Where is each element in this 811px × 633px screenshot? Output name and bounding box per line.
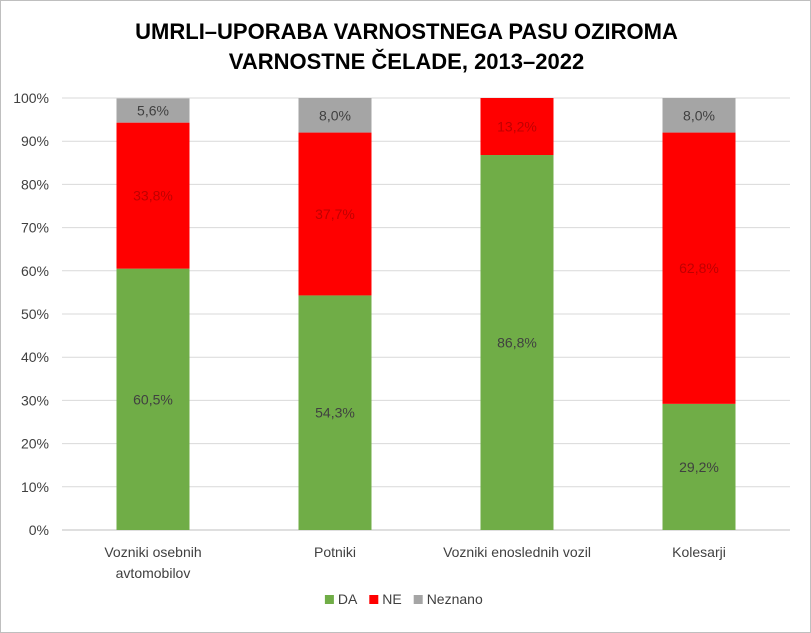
bar-segment-da: [298, 295, 372, 530]
legend-label-ne: NE: [382, 591, 401, 607]
data-label-ne: 37,7%: [315, 206, 355, 222]
bar-segment-ne: [298, 132, 372, 296]
y-tick-label: 70%: [21, 220, 49, 236]
legend-label-neznano: Neznano: [427, 591, 483, 607]
data-label-ne: 33,8%: [133, 188, 173, 204]
bar-segment-neznano: [116, 98, 190, 123]
data-label-ne: 62,8%: [679, 260, 719, 276]
legend-swatch-ne: [369, 595, 379, 604]
category-label: Vozniki osebnih: [104, 544, 201, 560]
category-label: Kolesarji: [672, 544, 726, 560]
data-label-da: 86,8%: [497, 335, 537, 351]
y-tick-label: 30%: [21, 392, 49, 408]
y-tick-label: 40%: [21, 349, 49, 365]
bar-segment-ne: [116, 122, 190, 269]
y-tick-label: 90%: [21, 133, 49, 149]
data-label-neznano: 8,0%: [319, 107, 351, 123]
bar-segment-da: [662, 403, 736, 530]
category-label: avtomobilov: [116, 565, 191, 581]
bar-segment-neznano: [298, 98, 372, 133]
chart-title-line-2: VARNOSTNE ČELADE, 2013–2022: [228, 49, 585, 74]
chart-title-line-1: UMRLI–UPORABA VARNOSTNEGA PASU OZIROMA: [135, 19, 678, 44]
legend-swatch-da: [324, 595, 334, 604]
y-tick-label: 20%: [21, 436, 49, 452]
data-label-da: 29,2%: [679, 459, 719, 475]
legend-label-da: DA: [338, 591, 358, 607]
y-tick-label: 50%: [21, 306, 49, 322]
y-tick-label: 100%: [13, 90, 49, 106]
bar-segment-da: [480, 155, 554, 531]
y-tick-label: 10%: [21, 479, 49, 495]
y-tick-label: 80%: [21, 176, 49, 192]
category-label: Vozniki enoslednih vozil: [443, 544, 591, 560]
y-tick-label: 0%: [29, 522, 49, 538]
legend-swatch-neznano: [413, 595, 423, 604]
data-label-da: 54,3%: [315, 405, 355, 421]
data-label-ne: 13,2%: [497, 119, 537, 135]
bar-segment-ne: [662, 132, 736, 404]
data-label-da: 60,5%: [133, 391, 173, 407]
data-label-neznano: 5,6%: [137, 103, 169, 119]
category-label: Potniki: [314, 544, 356, 560]
bar-segment-neznano: [662, 98, 736, 133]
bar-segment-da: [116, 268, 190, 530]
bar-segment-ne: [480, 98, 554, 156]
y-tick-label: 60%: [21, 263, 49, 279]
data-label-neznano: 8,0%: [683, 107, 715, 123]
